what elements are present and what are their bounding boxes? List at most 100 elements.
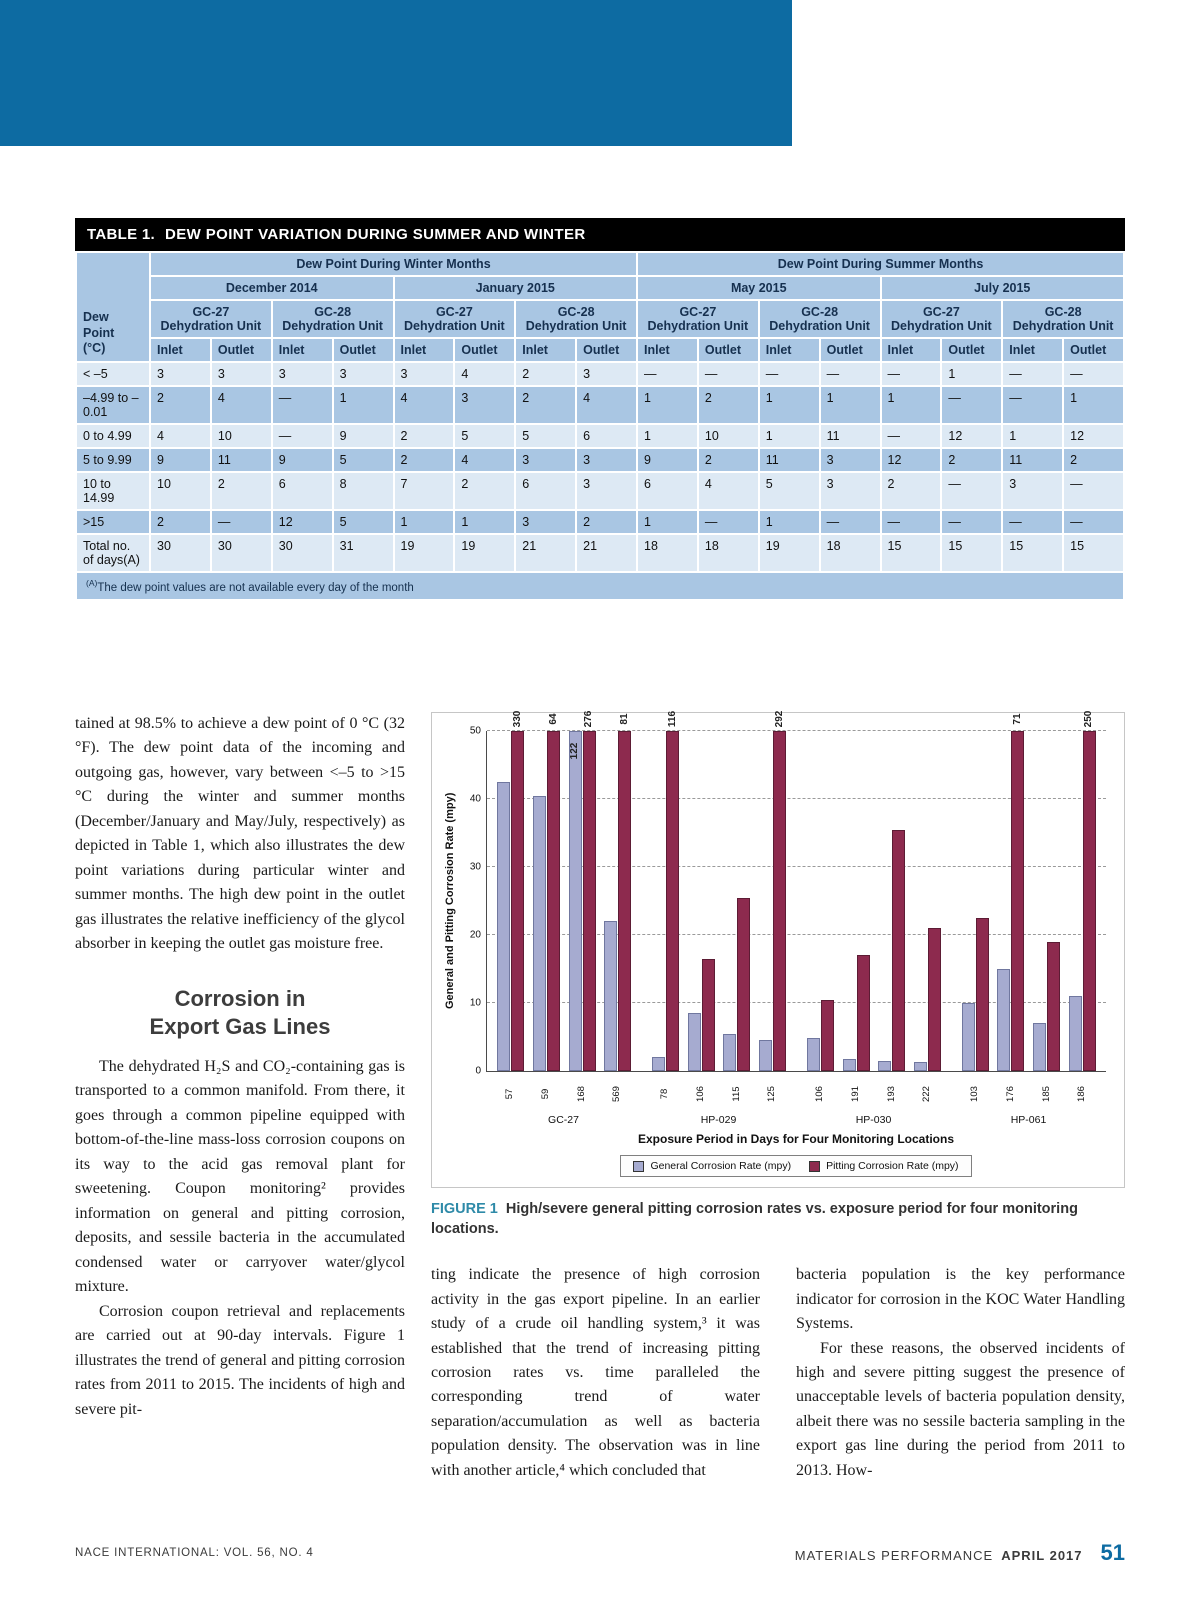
bar-pair [1032, 731, 1062, 1071]
data-cell: 18 [818, 533, 882, 573]
pitting-bar [582, 731, 596, 1071]
data-cell: 3 [392, 361, 456, 387]
data-cell: 1 [1001, 423, 1065, 449]
pitting-bar [975, 918, 989, 1071]
general-bar [913, 1062, 927, 1071]
dew-point-table: Dew Point (°C) Dew Point During Winter Mo… [75, 251, 1125, 601]
table1-title: DEW POINT VARIATION DURING SUMMER AND WI… [164, 226, 586, 243]
gridline [487, 730, 1106, 731]
left-column: tained at 98.5% to achieve a dew point o… [75, 712, 405, 1483]
unit-header: GC-28 Dehydration Unit [1001, 299, 1125, 339]
table-row: –4.99 to –0.01 2 4—1 4 3 2 4 1 2 1 1 1— —1 [75, 385, 1125, 425]
data-cell: 5 [331, 509, 395, 535]
data-cell: 2 [392, 447, 456, 473]
general-bar [533, 795, 547, 1071]
header-graphic [0, 0, 792, 146]
data-cell: 12 [940, 423, 1004, 449]
y-axis-ticks: 0 10 20 30 40 50 [460, 726, 486, 1077]
x-tick-label: 57 [503, 1088, 515, 1100]
data-cell: 3 [514, 509, 578, 535]
data-cell: — [879, 509, 943, 535]
figure1-caption-text: High/severe general pitting corrosion ra… [431, 1201, 1078, 1237]
footnote-marker: (A) [86, 578, 98, 588]
tick-group: 78 106 115 125 [641, 1076, 796, 1112]
data-cell: — [879, 361, 943, 387]
data-cell: — [636, 361, 699, 387]
unit-header: GC-28 Dehydration Unit [757, 299, 882, 339]
inlet-outlet-header: Outlet [575, 337, 638, 363]
pitting-bar [1046, 941, 1060, 1071]
pitting-bar [856, 955, 870, 1071]
gridline [487, 866, 1106, 867]
bottom-columns: ting indicate the presence of high corro… [431, 1263, 1125, 1483]
data-cell: 3 [149, 361, 212, 387]
data-cell: — [818, 361, 882, 387]
pitting-bar [773, 731, 787, 1071]
data-cell: 15 [879, 533, 943, 573]
table-row: 5 to 9.99 9 11 9 5 2 4 3 3 9 2 11 3 12 2 11 2 [75, 447, 1125, 473]
bar-group: 330 64 122 276 81 [487, 711, 642, 1071]
data-cell: 4 [149, 423, 212, 449]
bar-group: 116 292 [642, 711, 797, 1071]
tick-group: 106 191 193 222 [796, 1076, 951, 1112]
bar-pair: 330 [496, 711, 526, 1071]
data-cell: 31 [331, 533, 395, 573]
bar-pair [722, 731, 752, 1071]
pitting-bar [701, 958, 715, 1071]
x-tick-label: 168 [575, 1086, 587, 1102]
data-cell: 3 [270, 361, 334, 387]
group-label: GC-27 [548, 1114, 579, 1126]
unit-header: GC-27 Dehydration Unit [392, 299, 517, 339]
bar-pair [806, 731, 836, 1071]
data-cell: — [209, 509, 273, 535]
section-heading: Corrosion in Export Gas Lines [75, 985, 405, 1041]
data-cell: 5 [514, 423, 578, 449]
data-cell: 18 [636, 533, 699, 573]
x-tick-label: 186 [1076, 1086, 1088, 1102]
gridline [487, 798, 1106, 799]
table1-titlebar: TABLE 1. DEW POINT VARIATION DURING SUMME… [75, 218, 1125, 251]
gridline [487, 934, 1106, 935]
figure1: General and Pitting Corrosion Rate (mpy)… [431, 711, 1125, 1188]
data-cell: 1 [1062, 385, 1125, 425]
inlet-outlet-header: Outlet [1062, 337, 1125, 363]
table1-section: TABLE 1. DEW POINT VARIATION DURING SUMME… [75, 218, 1125, 601]
general-bar [568, 731, 582, 1071]
data-cell: — [940, 509, 1004, 535]
legend: General Corrosion Rate (mpy) Pitting Corr… [620, 1155, 972, 1177]
bar-group [797, 731, 952, 1071]
data-cell: — [879, 423, 943, 449]
data-cell: 2 [514, 361, 578, 387]
footnote-row: (A)The dew point values are not availabl… [75, 571, 1125, 601]
general-bar [1068, 996, 1082, 1071]
group-labels: GC-27 HP-029 HP-030 HP-061 [486, 1114, 1106, 1126]
data-cell: — [1062, 471, 1125, 511]
paragraph: tained at 98.5% to achieve a dew point o… [75, 715, 405, 953]
data-cell: 3 [575, 471, 638, 511]
x-tick-label: 59 [539, 1088, 551, 1100]
y-axis-label: General and Pitting Corrosion Rate (mpy) [444, 792, 456, 1010]
pitting-bar [892, 829, 906, 1071]
data-cell: 2 [149, 509, 212, 535]
data-cell: 30 [149, 533, 212, 573]
data-cell: 1 [636, 385, 699, 425]
pitting-bar [1082, 731, 1096, 1071]
data-cell: 2 [453, 471, 517, 511]
row-label: 10 to 14.99 [75, 471, 151, 511]
general-bar [604, 921, 618, 1071]
data-cell: 10 [149, 471, 212, 511]
data-cell: 15 [1001, 533, 1065, 573]
data-cell: — [1062, 509, 1125, 535]
data-cell: — [757, 361, 821, 387]
row-label: 0 to 4.99 [75, 423, 151, 449]
data-cell: 4 [696, 471, 760, 511]
data-cell: 5 [757, 471, 821, 511]
data-cell: 9 [149, 447, 212, 473]
bar-value-label: 116 [666, 710, 678, 728]
data-cell: 10 [696, 423, 760, 449]
journal-info: NACE INTERNATIONAL: VOL. 56, NO. 4 [75, 1547, 314, 1559]
x-tick-label: 222 [921, 1086, 933, 1102]
data-cell: — [1062, 361, 1125, 387]
data-cell: 5 [331, 447, 395, 473]
